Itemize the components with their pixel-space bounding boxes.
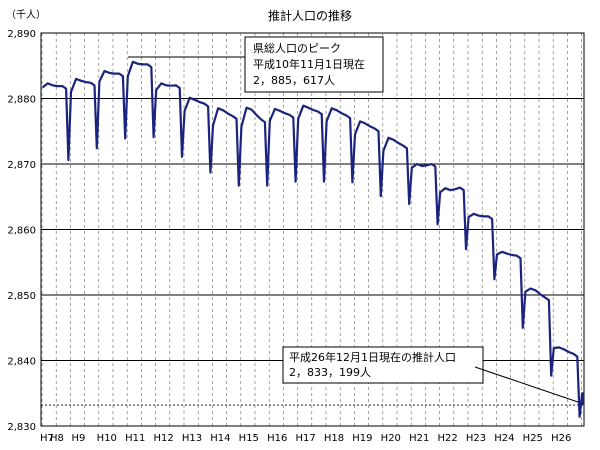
x-tick-label: H10 xyxy=(97,433,117,444)
current-annotation-text: 2，833，199人 xyxy=(289,366,371,379)
y-tick-label: 2,890 xyxy=(7,29,36,40)
current-annotation-text: 平成26年12月1日現在の推計人口 xyxy=(289,350,456,364)
x-tick-label: H19 xyxy=(352,433,372,444)
y-tick-label: 2,840 xyxy=(7,357,36,368)
y-tick-label: 2,880 xyxy=(7,95,36,106)
series-layer xyxy=(41,60,585,418)
current-annotation-box xyxy=(282,346,484,384)
x-tick-label: H26 xyxy=(551,433,571,444)
y-axis-label: （千人） xyxy=(6,9,46,21)
x-tick-label: H11 xyxy=(125,433,145,444)
x-tick-label: H21 xyxy=(409,433,429,444)
x-tick-label: H16 xyxy=(267,433,287,444)
chart-title: 推計人口の推移 xyxy=(268,8,352,23)
x-tick-label: H22 xyxy=(437,433,457,444)
x-tick-label: H20 xyxy=(381,433,401,444)
x-tick-label: H9 xyxy=(71,433,85,444)
x-tick-label: H13 xyxy=(182,433,202,444)
y-tick-labels: 2,830 2,840 2,850 2,860 2,870 2,880 2,890 xyxy=(7,29,36,433)
current-annotation-leader xyxy=(474,366,579,403)
peak-annotation-text: 平成10年11月1日現在 xyxy=(253,57,365,71)
x-tick-label: H8 xyxy=(50,433,64,444)
peak-annotation-text: 県総人口のピーク xyxy=(253,41,341,55)
peak-annotation-text: 2，885，617人 xyxy=(253,74,335,87)
x-tick-label: H24 xyxy=(494,433,514,444)
y-tick-label: 2,870 xyxy=(7,160,36,171)
x-tick-label: H7 xyxy=(40,433,54,444)
y-tick-label: 2,830 xyxy=(7,422,36,433)
x-tick-label: H15 xyxy=(239,433,259,444)
x-tick-label: H14 xyxy=(210,433,230,444)
x-tick-label: H25 xyxy=(523,433,543,444)
x-tick-label: H18 xyxy=(324,433,344,444)
peak-annotation-box xyxy=(244,36,384,93)
x-tick-label: H12 xyxy=(153,433,173,444)
y-tick-label: 2,860 xyxy=(7,226,36,237)
series-line xyxy=(41,60,585,418)
y-tick-label: 2,850 xyxy=(7,291,36,302)
x-tick-label: H23 xyxy=(466,433,486,444)
x-tick-label: H17 xyxy=(295,433,315,444)
